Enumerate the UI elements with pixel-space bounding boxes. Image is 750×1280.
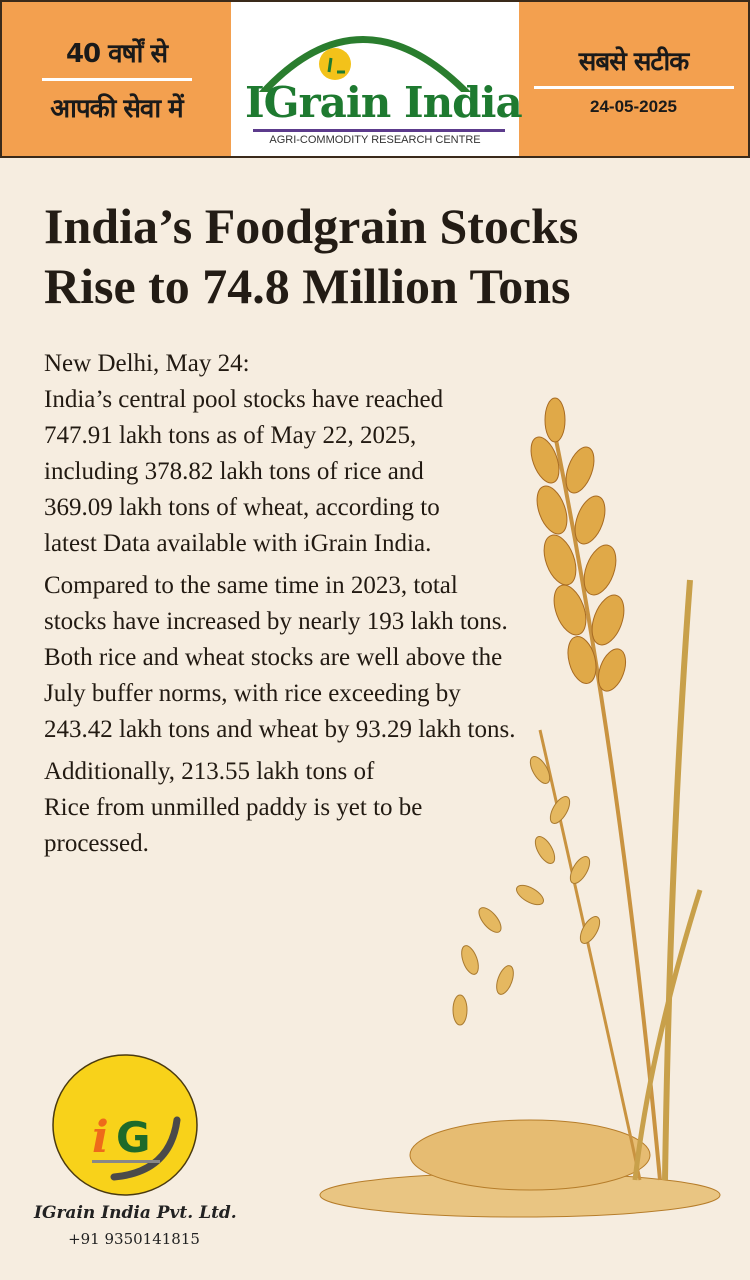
headline-line1: India’s Foodgrain Stocks [44, 198, 579, 254]
arch-logo-icon [258, 36, 471, 92]
svg-text:G: G [116, 1113, 150, 1162]
article-body: New Delhi, May 24: India’s central pool … [44, 346, 524, 862]
paragraph-1: India’s central pool stocks have reached… [44, 386, 444, 557]
headline: India’s Foodgrain Stocks Rise to 74.8 Mi… [44, 196, 724, 316]
svg-text:i: i [92, 1112, 109, 1163]
article: India’s Foodgrain Stocks Rise to 74.8 Mi… [44, 196, 724, 868]
phone-number: +91 9350141815 [68, 1230, 200, 1248]
header-banner: 40 वर्षों से आपकी सेवा में IGrain India … [0, 0, 750, 158]
brand-name: IGrain India [245, 78, 523, 127]
header-right: सबसे सटीक 24-05-2025 [519, 2, 748, 156]
header-left: 40 वर्षों से आपकी सेवा में [2, 2, 231, 156]
brand-tagline: AGRI-COMMODITY RESEARCH CENTRE [269, 134, 481, 146]
slogan-line2: आपकी सेवा में [50, 93, 183, 124]
wheat-illustration-icon [319, 397, 721, 1218]
paragraph-2: Compared to the same time in 2023, total… [44, 572, 516, 743]
brand-underline [253, 129, 505, 132]
accuracy-slogan: सबसे सटीक [578, 46, 689, 77]
divider [533, 85, 734, 89]
paragraph-3: Additionally, 213.55 lakh tons of Rice f… [44, 758, 423, 857]
headline-line2: Rise to 74.8 Million Tons [44, 258, 571, 314]
company-name: IGrain India Pvt. Ltd. [34, 1203, 237, 1223]
brand-logo: IGrain India AGRI-COMMODITY RESEARCH CEN… [231, 2, 523, 156]
issue-date: 24-05-2025 [590, 96, 677, 116]
igrain-round-logo-icon: i G [52, 1054, 198, 1196]
divider [41, 77, 192, 81]
slogan-line1: 40 वर्षों से [65, 38, 168, 69]
dateline: New Delhi, May 24: [44, 350, 250, 377]
